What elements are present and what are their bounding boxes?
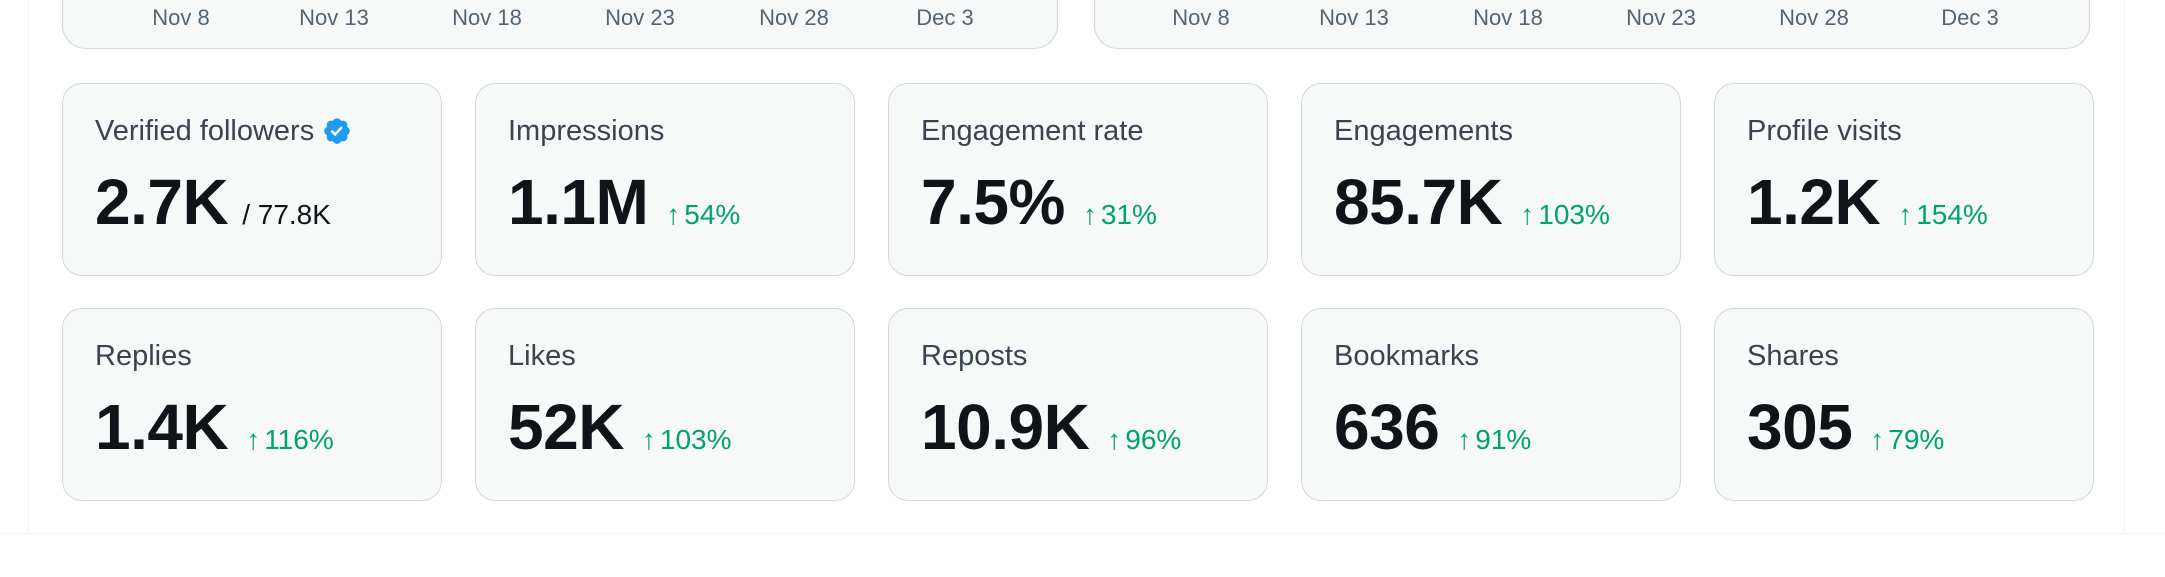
arrow-up-icon: ↑ bbox=[666, 199, 681, 230]
metric-value-row: 636 ↑ 91% bbox=[1334, 395, 1648, 459]
metric-card-replies[interactable]: Replies 1.4K ↑ 116% bbox=[62, 308, 442, 501]
metric-value: 1.2K bbox=[1747, 166, 1881, 238]
metric-value: 1.1M bbox=[508, 166, 649, 238]
metric-value: 7.5% bbox=[921, 166, 1065, 238]
metric-delta: ↑ 79% bbox=[1870, 424, 1944, 456]
metrics-row-1: Verified followers 2.7K / 77.8K Impressi… bbox=[62, 83, 2094, 276]
metric-delta-value: 91% bbox=[1475, 424, 1532, 455]
metric-card-engagements[interactable]: Engagements 85.7K ↑ 103% bbox=[1301, 83, 1681, 276]
bottom-divider bbox=[0, 533, 2165, 534]
metric-delta: ↑ 54% bbox=[666, 199, 740, 231]
x-tick: Nov 28 bbox=[759, 5, 829, 30]
metric-delta-value: 154% bbox=[1916, 199, 1988, 230]
metric-delta: ↑ 116% bbox=[246, 424, 334, 456]
metric-delta: ↑ 103% bbox=[642, 424, 732, 456]
x-tick: Nov 13 bbox=[1319, 5, 1389, 30]
metrics-row-2: Replies 1.4K ↑ 116% Likes 52K ↑ 103% Rep… bbox=[62, 308, 2094, 501]
metric-delta-value: 31% bbox=[1100, 199, 1157, 230]
metric-value: 10.9K bbox=[921, 391, 1090, 463]
metric-label: Engagements bbox=[1334, 114, 1513, 147]
metric-delta-value: 96% bbox=[1125, 424, 1182, 455]
metric-label: Verified followers bbox=[95, 114, 315, 147]
x-tick: Nov 18 bbox=[452, 5, 522, 30]
x-tick: Nov 28 bbox=[1779, 5, 1849, 30]
metric-value-row: 7.5% ↑ 31% bbox=[921, 170, 1235, 234]
metric-delta-value: 79% bbox=[1888, 424, 1945, 455]
metric-total: / 77.8K bbox=[242, 199, 331, 230]
metric-card-verified-followers[interactable]: Verified followers 2.7K / 77.8K bbox=[62, 83, 442, 276]
metric-delta: ↑ 154% bbox=[1898, 199, 1988, 231]
verified-badge-icon bbox=[322, 116, 352, 146]
metric-value: 1.4K bbox=[95, 391, 229, 463]
metric-value-row: 305 ↑ 79% bbox=[1747, 395, 2061, 459]
metric-label: Shares bbox=[1747, 339, 1839, 372]
metric-label: Bookmarks bbox=[1334, 339, 1480, 372]
metric-value-row: 1.2K ↑ 154% bbox=[1747, 170, 2061, 234]
metric-delta-value: 54% bbox=[684, 199, 741, 230]
metric-card-profile-visits[interactable]: Profile visits 1.2K ↑ 154% bbox=[1714, 83, 2094, 276]
chart-card-2: Nov 8 Nov 13 Nov 18 Nov 23 Nov 28 Dec 3 bbox=[1094, 0, 2090, 49]
metric-card-bookmarks[interactable]: Bookmarks 636 ↑ 91% bbox=[1301, 308, 1681, 501]
metric-delta-value: 116% bbox=[264, 424, 334, 455]
arrow-up-icon: ↑ bbox=[641, 424, 656, 455]
chart-card-1: Nov 8 Nov 13 Nov 18 Nov 23 Nov 28 Dec 3 bbox=[62, 0, 1058, 49]
arrow-up-icon: ↑ bbox=[1898, 199, 1913, 230]
metric-value-row: 1.4K ↑ 116% bbox=[95, 395, 409, 459]
metric-label: Replies bbox=[95, 339, 192, 372]
column-border-left bbox=[28, 0, 29, 534]
x-tick: Dec 3 bbox=[1941, 5, 1999, 30]
metric-label-wrap: Verified followers bbox=[95, 114, 409, 148]
metric-delta: ↑ 91% bbox=[1457, 424, 1531, 456]
metric-value: 305 bbox=[1747, 391, 1853, 463]
x-tick: Nov 8 bbox=[1172, 5, 1230, 30]
metric-delta-value: 103% bbox=[1538, 199, 1610, 230]
x-tick: Nov 13 bbox=[299, 5, 369, 30]
x-axis-ticks: Nov 8 Nov 13 Nov 18 Nov 23 Nov 28 Dec 3 bbox=[1095, 0, 2089, 48]
metric-delta: ↑ 31% bbox=[1083, 199, 1157, 231]
metric-card-reposts[interactable]: Reposts 10.9K ↑ 96% bbox=[888, 308, 1268, 501]
metric-value: 52K bbox=[508, 391, 624, 463]
metric-value-row: 10.9K ↑ 96% bbox=[921, 395, 1235, 459]
metric-value: 636 bbox=[1334, 391, 1440, 463]
metric-card-likes[interactable]: Likes 52K ↑ 103% bbox=[475, 308, 855, 501]
column-border-right bbox=[2124, 0, 2125, 534]
x-tick: Nov 23 bbox=[605, 5, 675, 30]
metric-delta: ↑ 96% bbox=[1107, 424, 1181, 456]
arrow-up-icon: ↑ bbox=[246, 424, 261, 455]
arrow-up-icon: ↑ bbox=[1870, 424, 1885, 455]
metric-label: Impressions bbox=[508, 114, 665, 147]
x-axis-ticks: Nov 8 Nov 13 Nov 18 Nov 23 Nov 28 Dec 3 bbox=[63, 0, 1057, 48]
metric-card-shares[interactable]: Shares 305 ↑ 79% bbox=[1714, 308, 2094, 501]
metric-value-row: 1.1M ↑ 54% bbox=[508, 170, 822, 234]
metric-value-row: 52K ↑ 103% bbox=[508, 395, 822, 459]
x-tick: Nov 8 bbox=[152, 5, 210, 30]
metric-value-row: 2.7K / 77.8K bbox=[95, 170, 409, 234]
metric-card-impressions[interactable]: Impressions 1.1M ↑ 54% bbox=[475, 83, 855, 276]
arrow-up-icon: ↑ bbox=[1107, 424, 1122, 455]
metric-label: Profile visits bbox=[1747, 114, 1902, 147]
arrow-up-icon: ↑ bbox=[1520, 199, 1535, 230]
metric-delta: ↑ 103% bbox=[1520, 199, 1610, 231]
metric-label: Likes bbox=[508, 339, 576, 372]
metric-card-engagement-rate[interactable]: Engagement rate 7.5% ↑ 31% bbox=[888, 83, 1268, 276]
metric-label: Engagement rate bbox=[921, 114, 1144, 147]
x-tick: Nov 23 bbox=[1626, 5, 1696, 30]
arrow-up-icon: ↑ bbox=[1457, 424, 1472, 455]
x-tick: Nov 18 bbox=[1473, 5, 1543, 30]
metric-value: 2.7K bbox=[95, 166, 229, 238]
arrow-up-icon: ↑ bbox=[1082, 199, 1097, 230]
metric-delta-value: 103% bbox=[659, 424, 732, 455]
metric-value-row: 85.7K ↑ 103% bbox=[1334, 170, 1648, 234]
metric-label: Reposts bbox=[921, 339, 1028, 372]
metric-value: 85.7K bbox=[1334, 166, 1503, 238]
x-tick: Dec 3 bbox=[916, 5, 974, 30]
